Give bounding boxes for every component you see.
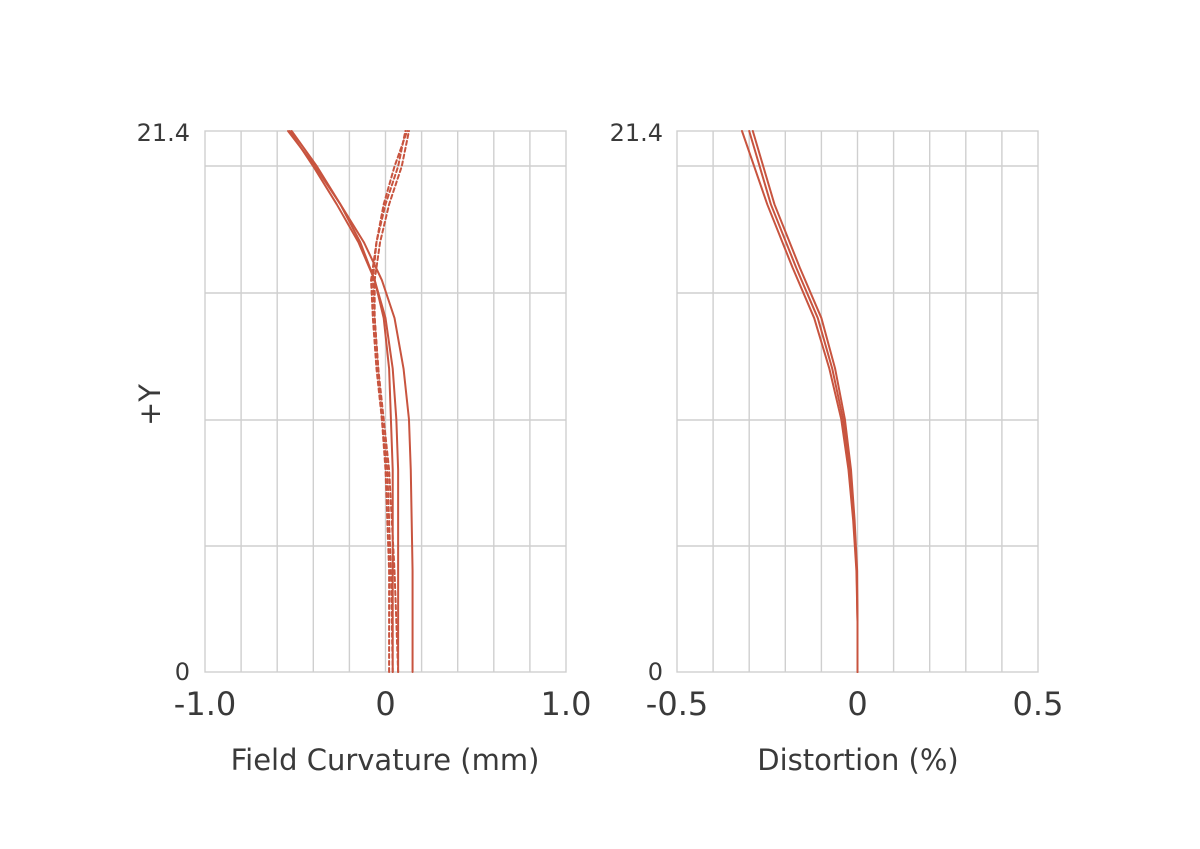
y-axis-title: +Y [133, 384, 167, 426]
x-axis-title: Field Curvature (mm) [231, 743, 540, 777]
series-line-6-dashed [373, 130, 410, 673]
series-line-2-solid [288, 130, 400, 673]
x-tick-label: 0.5 [1013, 685, 1064, 723]
x-tick-label: 0 [375, 685, 395, 723]
x-tick-label: 1.0 [541, 685, 592, 723]
plot-frame [204, 130, 567, 673]
series-line-5-dashed [370, 130, 407, 673]
y-tick-label: 0 [648, 658, 663, 686]
y-tick-label: 21.4 [610, 119, 663, 147]
series-line-3-solid [287, 130, 414, 673]
x-tick-label: -0.5 [646, 685, 708, 723]
x-axis-title: Distortion (%) [757, 743, 959, 777]
series-line-3-solid [751, 130, 859, 673]
x-tick-label: 0 [847, 685, 867, 723]
y-tick-label: 0 [175, 658, 190, 686]
y-tick-label: 21.4 [137, 119, 190, 147]
x-tick-label: -1.0 [174, 685, 236, 723]
